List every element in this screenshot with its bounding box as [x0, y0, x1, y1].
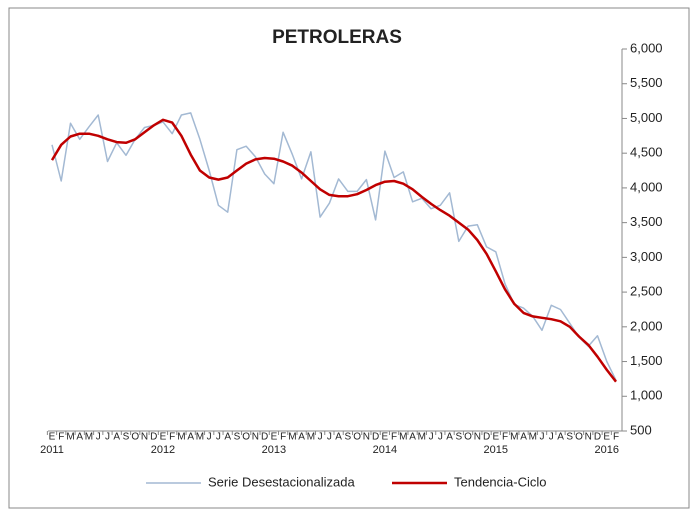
x-tick-label: E	[603, 432, 610, 443]
x-tick-label: O	[242, 432, 250, 443]
year-label: 2014	[373, 444, 397, 456]
y-tick-label: 2,000	[630, 318, 663, 333]
x-tick-label: J	[540, 432, 545, 443]
x-tick-label: F	[169, 432, 175, 443]
x-tick-label: F	[613, 432, 619, 443]
x-tick-label: A	[224, 432, 231, 443]
legend-label: Tendencia-Ciclo	[454, 474, 547, 489]
y-tick-label: 6,000	[630, 40, 663, 55]
x-tick-label: F	[280, 432, 286, 443]
year-label: 2013	[262, 444, 286, 456]
x-tick-label: E	[49, 432, 56, 443]
year-label: 2016	[595, 444, 619, 456]
x-tick-label: S	[455, 432, 462, 443]
x-tick-label: F	[502, 432, 508, 443]
x-tick-label: A	[113, 432, 120, 443]
x-tick-label: A	[409, 432, 416, 443]
x-tick-label: O	[575, 432, 583, 443]
x-tick-label: S	[345, 432, 352, 443]
y-tick-label: 1,500	[630, 353, 663, 368]
x-tick-label: N	[585, 432, 592, 443]
x-tick-label: A	[520, 432, 527, 443]
x-tick-label: M	[196, 432, 204, 443]
x-tick-label: J	[327, 432, 332, 443]
x-tick-label: A	[187, 432, 194, 443]
x-tick-label: M	[66, 432, 74, 443]
y-tick-label: 500	[630, 422, 652, 437]
x-tick-label: A	[335, 432, 342, 443]
x-tick-label: O	[464, 432, 472, 443]
x-tick-label: A	[557, 432, 564, 443]
series-line	[50, 118, 617, 383]
x-tick-label: M	[418, 432, 426, 443]
chart-frame	[8, 7, 690, 509]
y-tick-label: 4,000	[630, 179, 663, 194]
x-tick-label: J	[429, 432, 434, 443]
x-tick-label: M	[510, 432, 518, 443]
year-label: 2011	[40, 444, 64, 456]
x-tick-label: E	[492, 432, 499, 443]
x-tick-label: J	[549, 432, 554, 443]
x-tick-label: J	[438, 432, 443, 443]
x-tick-label: M	[85, 432, 93, 443]
x-tick-label: E	[382, 432, 389, 443]
x-tick-label: F	[58, 432, 64, 443]
x-tick-label: S	[123, 432, 130, 443]
x-tick-label: M	[177, 432, 185, 443]
x-tick-label: J	[207, 432, 212, 443]
y-tick-label: 5,500	[630, 75, 663, 90]
x-tick-label: E	[271, 432, 278, 443]
legend-label: Serie Desestacionalizada	[208, 474, 355, 489]
x-tick-label: M	[307, 432, 315, 443]
x-tick-label: D	[594, 432, 601, 443]
x-tick-label: J	[96, 432, 101, 443]
y-tick-label: 5,000	[630, 110, 663, 125]
x-tick-label: S	[566, 432, 573, 443]
y-tick-label: 2,500	[630, 284, 663, 299]
x-tick-label: J	[216, 432, 221, 443]
x-tick-label: N	[363, 432, 370, 443]
x-tick-label: J	[318, 432, 323, 443]
x-tick-label: D	[483, 432, 490, 443]
x-tick-label: N	[474, 432, 481, 443]
year-label: 2012	[151, 444, 175, 456]
x-tick-label: M	[288, 432, 296, 443]
y-tick-label: 1,000	[630, 388, 663, 403]
x-tick-label: O	[353, 432, 361, 443]
x-tick-label: A	[446, 432, 453, 443]
x-tick-label: D	[261, 432, 268, 443]
x-tick-label: J	[105, 432, 110, 443]
x-tick-label: O	[131, 432, 139, 443]
y-tick-label: 3,000	[630, 249, 663, 264]
x-tick-label: M	[399, 432, 407, 443]
y-tick-label: 3,500	[630, 214, 663, 229]
x-tick-label: M	[529, 432, 537, 443]
x-tick-label: N	[141, 432, 148, 443]
x-tick-label: A	[298, 432, 305, 443]
x-tick-label: E	[160, 432, 167, 443]
x-tick-label: D	[372, 432, 379, 443]
x-tick-label: F	[391, 432, 397, 443]
y-tick-label: 4,500	[630, 145, 663, 160]
x-tick-label: D	[150, 432, 157, 443]
chart-title: PETROLERAS	[272, 27, 402, 48]
series-line	[51, 112, 617, 381]
x-tick-label: N	[252, 432, 259, 443]
x-tick-label: S	[234, 432, 241, 443]
year-label: 2015	[484, 444, 508, 456]
x-tick-label: A	[76, 432, 83, 443]
